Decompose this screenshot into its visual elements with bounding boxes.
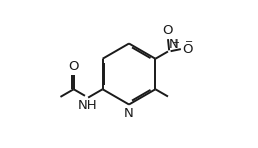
Text: O: O — [68, 60, 79, 73]
Text: −: − — [185, 37, 193, 47]
Text: O: O — [182, 43, 193, 56]
Text: N: N — [124, 107, 134, 120]
Text: +: + — [171, 38, 179, 48]
Text: O: O — [163, 24, 173, 37]
Text: NH: NH — [78, 99, 97, 112]
Text: N: N — [168, 38, 178, 51]
